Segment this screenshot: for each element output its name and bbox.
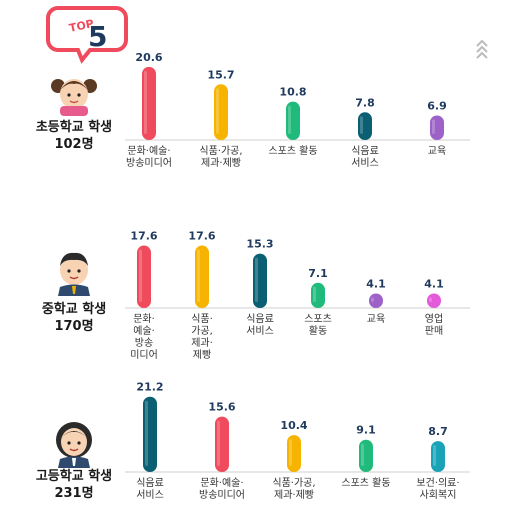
bar [359, 439, 373, 472]
bar [369, 293, 383, 308]
bar [427, 293, 441, 308]
value-label: 8.7 [428, 425, 448, 438]
category-label: 스포츠 활동 [341, 476, 390, 489]
bar-highlight [433, 445, 436, 466]
category-label: 보건·의료· 사회복지 [416, 477, 459, 501]
value-label: 15.6 [208, 401, 235, 414]
bar [215, 416, 229, 472]
value-label: 6.9 [427, 100, 447, 113]
category-label: 식음료 서비스 [351, 145, 379, 169]
group-label-elementary: 초등학교 학생 102명 [36, 119, 112, 152]
girl-icon [51, 79, 97, 116]
bar [143, 396, 157, 472]
bar-highlight [216, 88, 219, 134]
bar [253, 253, 267, 308]
bar [142, 66, 156, 140]
bar [286, 101, 300, 140]
bar-highlight [288, 105, 291, 134]
bar [311, 282, 325, 308]
category-label: 교육 [428, 145, 446, 157]
value-label: 20.6 [135, 51, 162, 64]
value-label: 15.3 [246, 238, 273, 251]
value-label: 17.6 [130, 230, 157, 243]
category-label: 스포츠 활동 [304, 313, 332, 337]
bar-highlight [429, 297, 432, 302]
bar-highlight [289, 439, 292, 466]
value-label: 17.6 [188, 230, 215, 243]
bar-highlight [197, 249, 200, 302]
bar-highlight [361, 443, 364, 466]
category-label: 식품·가공,제과·제빵 [191, 313, 213, 361]
category-label: 식품·가공,제과·제빵 [199, 145, 242, 169]
bar-highlight [371, 297, 374, 302]
bars-layer: 20.6 문화·예술· 방송미디어 15.7 식품·가공, 제과·제빵 10.8 스포츠 활동… [125, 51, 470, 501]
bar [287, 435, 301, 472]
bar [137, 245, 151, 308]
bar-highlight [144, 70, 147, 134]
bar-highlight [145, 400, 148, 466]
category-label: 식음료 서비스 [136, 477, 164, 501]
value-label: 15.7 [207, 68, 234, 81]
highschool-girl-icon [56, 422, 92, 468]
boy-icon [58, 252, 90, 296]
value-label: 7.1 [308, 267, 328, 280]
bar-highlight [360, 116, 363, 134]
badge-top-text: TOP [68, 17, 95, 35]
value-label: 7.8 [355, 96, 375, 109]
bar [430, 115, 444, 140]
bar [214, 84, 228, 140]
bar-highlight [313, 286, 316, 302]
group-label-high: 고등학교 학생 231명 [36, 468, 112, 501]
value-label: 4.1 [424, 277, 444, 290]
value-label: 9.1 [356, 424, 376, 437]
badge-number: 5 [88, 20, 107, 53]
bar-highlight [139, 249, 142, 302]
group-label-middle: 중학교 학생 170명 [42, 301, 106, 334]
bar-highlight [255, 257, 258, 302]
category-label: 식품·가공,제과·제빵 [272, 477, 315, 501]
bar-highlight [432, 119, 435, 134]
category-label: 교육 [367, 313, 385, 325]
bar [358, 112, 372, 140]
bar [431, 441, 445, 472]
category-label: 문화·예술·방송미디어 [199, 477, 245, 501]
value-label: 21.2 [136, 381, 163, 394]
value-label: 10.4 [280, 419, 307, 432]
scroll-up-icon[interactable] [476, 39, 488, 59]
category-label: 스포츠 활동 [268, 144, 317, 157]
top5-badge: TOP 5 [46, 6, 128, 64]
value-label: 4.1 [366, 277, 386, 290]
category-label: 영업 판매 [425, 312, 443, 337]
category-label: 문화·예술·방송미디어 [126, 145, 172, 169]
category-label: 식음료 서비스 [246, 313, 274, 337]
value-label: 10.8 [279, 86, 306, 99]
bar [195, 245, 209, 308]
bar-highlight [217, 420, 220, 466]
